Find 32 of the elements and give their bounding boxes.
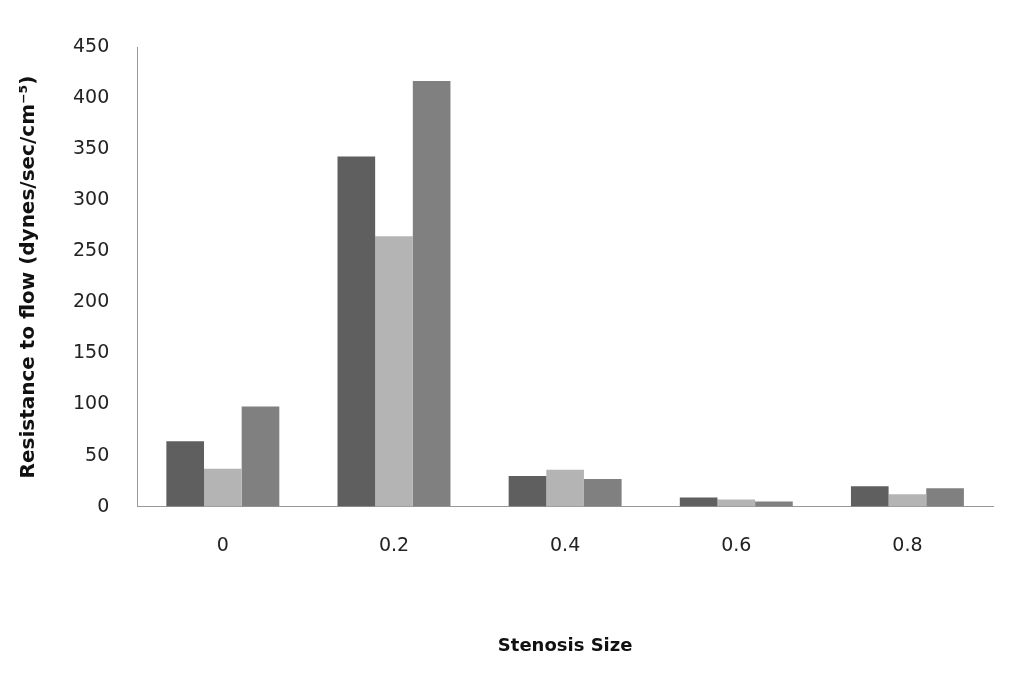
y-tick-label: 450 [73, 34, 110, 57]
y-tick-label: 250 [73, 238, 110, 261]
y-tick-label: 0 [97, 493, 110, 516]
x-tick-label: 0.2 [378, 532, 410, 555]
y-tick-label: 400 [73, 85, 110, 108]
bar [679, 497, 718, 507]
bar [508, 475, 547, 507]
x-tick-label: 0.4 [550, 532, 581, 555]
bar [546, 469, 584, 507]
bar [850, 486, 889, 507]
x-tick-label: 0.6 [721, 532, 752, 555]
bar [166, 441, 205, 507]
bar [583, 479, 622, 507]
bar [375, 236, 413, 507]
y-tick-label: 300 [73, 187, 110, 210]
bar [755, 501, 793, 507]
y-tick-label: 150 [73, 340, 110, 363]
y-axis-title: Resistance to flow (dynes/sec/cm⁻⁵) [15, 75, 40, 479]
x-axis-title: Stenosis Size [497, 633, 633, 655]
bar [888, 494, 927, 507]
x-tick-label: 0.8 [892, 532, 923, 555]
bar [241, 406, 280, 507]
y-tick-label: 50 [85, 442, 110, 465]
y-tick-label: 350 [73, 136, 110, 159]
bar [412, 81, 451, 507]
bar [337, 156, 376, 507]
bar [204, 468, 242, 507]
x-tick-label: 0 [216, 532, 229, 555]
y-tick-label: 100 [73, 391, 110, 414]
bar [717, 499, 756, 507]
bar [926, 488, 964, 507]
y-tick-label: 200 [73, 289, 110, 312]
